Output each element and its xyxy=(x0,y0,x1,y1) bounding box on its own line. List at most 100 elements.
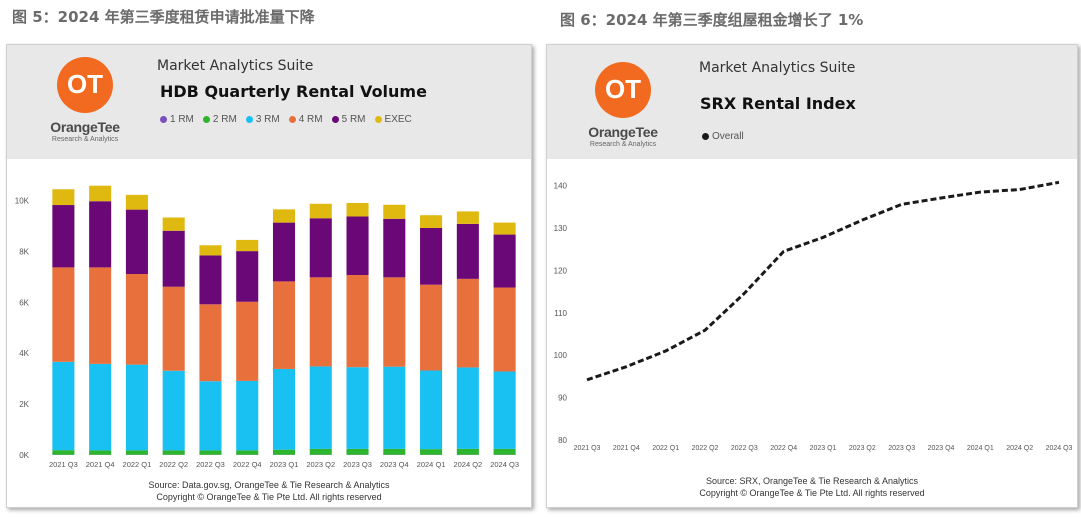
bar-segment[interactable] xyxy=(125,364,148,451)
bar-segment[interactable] xyxy=(162,450,185,455)
bar-segment[interactable] xyxy=(236,301,259,381)
bar-segment[interactable] xyxy=(199,255,222,305)
ot-monogram-icon: OT xyxy=(67,69,103,99)
x-tick-label: 2023 Q1 xyxy=(810,445,837,452)
bar-segment[interactable] xyxy=(493,234,516,288)
bar-segment[interactable] xyxy=(199,245,222,256)
bar-segment[interactable] xyxy=(162,230,185,287)
bar-segment[interactable] xyxy=(493,371,516,449)
bar-segment[interactable] xyxy=(236,380,259,451)
data-point[interactable] xyxy=(940,197,943,200)
legend-item[interactable]: 2 RM xyxy=(202,114,237,125)
data-point[interactable] xyxy=(1058,181,1061,184)
data-point[interactable] xyxy=(822,236,825,239)
bar-segment[interactable] xyxy=(456,223,479,279)
data-point[interactable] xyxy=(625,365,628,368)
bar-segment[interactable] xyxy=(456,367,479,449)
bar-segment[interactable] xyxy=(309,218,332,278)
bar-segment[interactable] xyxy=(89,450,112,455)
bar-segment[interactable] xyxy=(162,217,185,231)
bar-segment[interactable] xyxy=(420,227,443,285)
bar-segment[interactable] xyxy=(420,215,443,228)
y-tick-label: 10K xyxy=(15,196,30,205)
bar-segment[interactable] xyxy=(309,366,332,449)
data-point[interactable] xyxy=(664,350,667,353)
bar-segment[interactable] xyxy=(383,448,406,455)
bar-segment[interactable] xyxy=(493,448,516,455)
bar-segment[interactable] xyxy=(420,284,443,371)
bar-segment[interactable] xyxy=(493,287,516,372)
bar-segment[interactable] xyxy=(272,281,296,369)
bar-segment[interactable] xyxy=(272,222,296,282)
bar-segment[interactable] xyxy=(309,448,332,455)
data-point[interactable] xyxy=(782,250,785,253)
bar-segment[interactable] xyxy=(52,361,75,451)
bar-segment[interactable] xyxy=(309,277,332,367)
bar-segment[interactable] xyxy=(420,370,443,450)
bar-segment[interactable] xyxy=(383,218,406,278)
bar-segment[interactable] xyxy=(125,274,148,365)
bar-segment[interactable] xyxy=(52,189,75,206)
bar-segment[interactable] xyxy=(383,366,406,449)
legend-item[interactable]: 4 RM xyxy=(288,114,323,125)
data-point[interactable] xyxy=(743,292,746,295)
bar-segment[interactable] xyxy=(52,205,75,268)
bar-segment[interactable] xyxy=(162,286,185,371)
bar-segment[interactable] xyxy=(89,185,112,202)
bar-segment[interactable] xyxy=(383,277,406,367)
data-point[interactable] xyxy=(586,378,589,381)
bar-segment[interactable] xyxy=(456,448,479,455)
bar-segment[interactable] xyxy=(236,251,259,302)
bar-segment[interactable] xyxy=(125,450,148,455)
bar-segment[interactable] xyxy=(456,211,479,224)
bar-segment[interactable] xyxy=(309,203,332,219)
legend-item[interactable]: 5 RM xyxy=(331,114,366,125)
bar-segment[interactable] xyxy=(456,278,479,368)
orangetee-logo: OT OrangeTee Research & Analytics xyxy=(573,62,669,158)
bar-segment[interactable] xyxy=(493,222,516,235)
bar-segment[interactable] xyxy=(236,239,259,252)
bar-segment[interactable] xyxy=(420,449,443,455)
bar-segment[interactable] xyxy=(346,448,369,455)
legend-item[interactable]: EXEC xyxy=(374,114,412,125)
bar-segment[interactable] xyxy=(89,363,112,451)
x-tick-label: 2024 Q2 xyxy=(1006,445,1033,452)
copyright-line: Copyright © OrangeTee & Tie Pte Ltd. All… xyxy=(156,492,382,502)
bar-segment[interactable] xyxy=(346,216,369,276)
bar-segment[interactable] xyxy=(162,370,185,451)
bar-segment[interactable] xyxy=(272,209,296,223)
data-point[interactable] xyxy=(1018,188,1021,191)
data-point[interactable] xyxy=(900,203,903,206)
logo-circle-icon: OT xyxy=(595,62,651,118)
legend-dot-icon xyxy=(160,116,167,123)
legend-item[interactable]: 1 RM xyxy=(160,114,194,125)
chart-panel-rental-index: OT OrangeTee Research & Analytics Market… xyxy=(546,44,1078,508)
legend-item[interactable]: Overall xyxy=(702,131,744,142)
bar-segment[interactable] xyxy=(52,450,75,455)
bar-segment[interactable] xyxy=(89,201,112,268)
bar-segment[interactable] xyxy=(383,204,406,219)
data-point[interactable] xyxy=(704,329,707,332)
bar-segment[interactable] xyxy=(199,450,222,455)
x-tick-label: 2023 Q4 xyxy=(380,460,409,469)
bar-segment[interactable] xyxy=(272,368,296,450)
bar-segment[interactable] xyxy=(89,267,112,364)
legend-item[interactable]: 3 RM xyxy=(245,114,280,125)
data-point[interactable] xyxy=(979,191,982,194)
data-point[interactable] xyxy=(861,219,864,222)
bar-segment[interactable] xyxy=(236,450,259,455)
series-line-overall[interactable] xyxy=(586,180,1060,382)
bar-segment[interactable] xyxy=(125,209,148,275)
bar-segment[interactable] xyxy=(199,381,222,451)
x-tick-label: 2021 Q4 xyxy=(86,460,115,469)
bar-segment[interactable] xyxy=(125,194,148,210)
bar-segment[interactable] xyxy=(346,367,369,449)
bar-segment[interactable] xyxy=(52,267,75,362)
bar-segment[interactable] xyxy=(346,275,369,368)
x-tick-label: 2022 Q3 xyxy=(196,460,225,469)
bar-segment[interactable] xyxy=(272,449,296,455)
bar-segment[interactable] xyxy=(199,304,222,382)
x-tick-label: 2023 Q2 xyxy=(306,460,335,469)
source-note: Source: SRX, OrangeTee & Tie Research & … xyxy=(547,475,1077,499)
bar-segment[interactable] xyxy=(346,203,369,217)
